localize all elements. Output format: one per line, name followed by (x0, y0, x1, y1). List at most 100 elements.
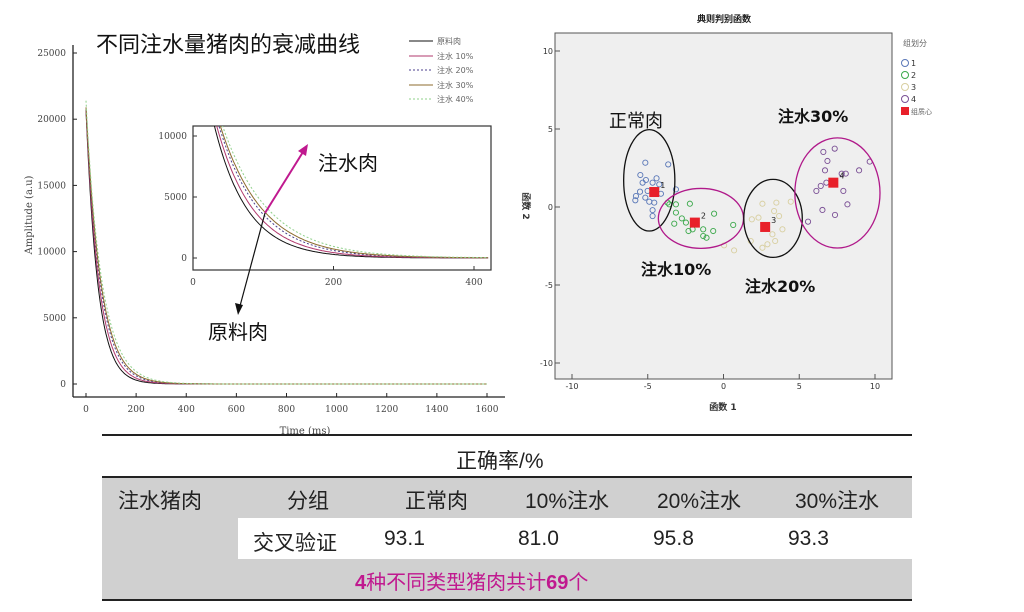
scatter-point-group-1 (646, 198, 653, 205)
y-tick-label: 20000 (37, 115, 66, 125)
scatter-point-group-1 (665, 161, 672, 168)
scatter-point-group-4 (804, 218, 812, 225)
scatter-point-group-1 (651, 199, 658, 206)
scatter-point-group-2 (703, 234, 710, 241)
scatter-point-group-1 (636, 188, 644, 195)
footer-type-count: 4 (355, 572, 367, 594)
legend-label-0: 原料肉 (437, 36, 461, 46)
scatter-point-group-3 (759, 200, 766, 207)
scatter-point-group-2 (689, 226, 696, 233)
scatter-label-20: 注水20% (745, 277, 816, 296)
scatter-point-group-2 (672, 209, 679, 216)
centroid-label: 2 (701, 212, 706, 221)
y-tick-label: -10 (540, 359, 553, 368)
decay-curve-4 (85, 100, 487, 385)
centroid-marker-2 (689, 217, 700, 228)
scatter-label-30: 注水30% (778, 107, 849, 126)
inset-y-tick-label: 10000 (158, 132, 187, 142)
scatter-point-group-3 (747, 237, 754, 245)
legend-marker-3 (901, 83, 909, 91)
x-tick-label: 1200 (375, 405, 398, 415)
inset-x-tick-label: 400 (465, 278, 482, 288)
centroid-label: 3 (771, 216, 776, 225)
y-tick-label: 10000 (37, 248, 66, 258)
scatter-point-group-2 (685, 227, 692, 235)
x-tick-label: -5 (644, 382, 652, 391)
scatter-point-group-4 (819, 206, 826, 214)
legend-label-4: 4 (911, 95, 916, 104)
x-tick-label: 1000 (325, 405, 348, 415)
inset-x-tick-label: 0 (190, 278, 196, 288)
scatter-point-group-4 (831, 211, 839, 219)
scatter-point-group-3 (773, 199, 780, 206)
scatter-point-group-1 (632, 193, 639, 200)
decay-chart-title: 不同注水量猪肉的衰减曲线 (96, 33, 361, 58)
scatter-point-group-3 (779, 226, 786, 233)
scatter-point-group-3 (772, 237, 779, 245)
legend-label-4: 注水 40% (437, 94, 474, 104)
legend-marker-centroid (901, 107, 909, 115)
legend-marker-4 (901, 95, 909, 103)
header-normal: 正常肉 (405, 490, 468, 513)
legend-label-centroid: 组质心 (911, 107, 932, 116)
centroid-marker-1 (649, 187, 660, 198)
x-tick-label: 1400 (425, 405, 448, 415)
scatter-point-group-4 (820, 148, 827, 155)
header-10: 10%注水 (525, 490, 610, 513)
scatter-point-group-1 (642, 159, 649, 166)
scatter-point-group-2 (700, 226, 707, 233)
inset-label-raw: 原料肉 (208, 320, 268, 344)
x-tick-label: 200 (128, 405, 145, 415)
legend-title: 组划分 (903, 38, 927, 48)
raw-arrowhead-icon (235, 303, 243, 315)
legend-label-3: 注水 30% (437, 80, 474, 90)
scatter-point-group-2 (682, 219, 689, 226)
y-axis-title: 函数 2 (520, 192, 532, 219)
y-tick-label: 5000 (43, 314, 66, 324)
scatter-point-group-4 (813, 187, 820, 194)
scatter-point-group-1 (649, 179, 656, 186)
x-tick-label: 400 (178, 405, 195, 415)
centroid-label: 1 (660, 181, 665, 190)
scatter-title: 典则判别函数 (697, 13, 752, 25)
scatter-point-group-3 (721, 242, 728, 249)
group-ellipse-3 (743, 178, 803, 259)
scatter-point-group-4 (838, 170, 845, 177)
scatter-point-group-1 (657, 190, 664, 197)
value-30: 93.3 (788, 527, 829, 550)
header-30: 30%注水 (795, 490, 880, 513)
centroid-marker-3 (760, 221, 771, 232)
scatter-point-group-3 (764, 241, 771, 248)
scatter-point-group-2 (692, 221, 699, 228)
table-header-rule (102, 476, 912, 478)
inset-curve-3 (219, 126, 489, 259)
scatter-point-group-1 (642, 176, 649, 184)
y-tick-label: 5 (548, 125, 553, 134)
scatter-point-group-1 (649, 212, 656, 220)
scatter-point-group-1 (672, 186, 679, 193)
footer-text-2: 个 (568, 572, 589, 594)
scatter-point-group-2 (666, 201, 673, 208)
x-tick-label: 0 (83, 405, 89, 415)
inset-frame (192, 125, 492, 271)
centroid-marker-4 (828, 177, 839, 188)
scatter-point-group-2 (664, 199, 671, 206)
scatter-point-group-3 (787, 198, 794, 205)
x-tick-label: 0 (721, 382, 726, 391)
value-20: 95.8 (653, 527, 694, 550)
legend-label-1: 注水 10% (437, 51, 474, 61)
x-tick-label: 600 (228, 405, 245, 415)
y-tick-label: 0 (548, 203, 553, 212)
scatter-point-group-2 (730, 221, 737, 228)
scatter-point-group-1 (639, 179, 646, 186)
footer-sample-count: 69 (546, 572, 569, 594)
scatter-point-group-4 (842, 170, 849, 177)
scatter-point-group-2 (711, 210, 718, 217)
group-ellipse-1 (623, 128, 676, 232)
scatter-point-group-2 (672, 201, 679, 208)
x-tick-label: -10 (565, 382, 578, 391)
scatter-point-group-4 (823, 179, 830, 186)
table-bottom-rule (102, 599, 912, 601)
inset-y-tick-label: 5000 (164, 193, 187, 203)
